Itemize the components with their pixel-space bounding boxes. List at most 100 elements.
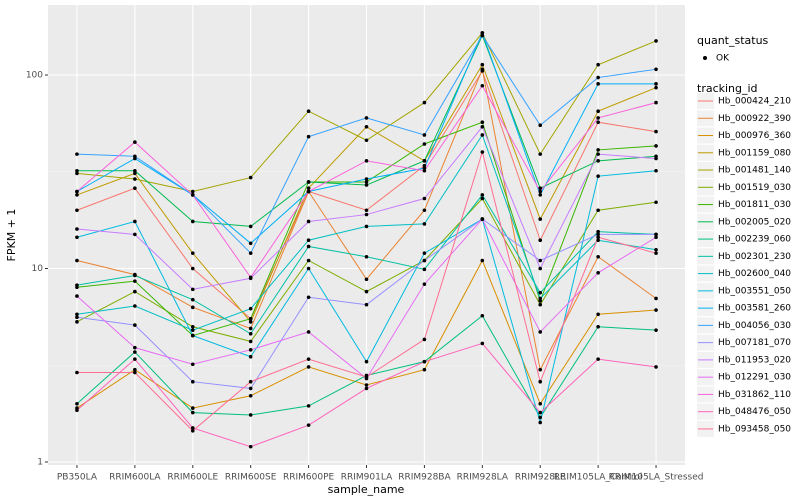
data-point — [75, 312, 79, 317]
data-point — [654, 235, 658, 240]
data-point — [75, 171, 79, 176]
data-point — [480, 124, 485, 129]
legend-label: Hb_001519_030 — [718, 183, 791, 193]
data-point — [538, 217, 543, 221]
data-point — [596, 312, 600, 317]
data-point — [75, 315, 79, 320]
data-point — [364, 386, 369, 391]
data-point — [190, 189, 195, 194]
legend-label: Hb_001811_030 — [718, 200, 791, 210]
data-point — [654, 365, 658, 369]
data-point — [422, 267, 427, 272]
data-point — [248, 413, 253, 417]
data-point — [190, 426, 195, 430]
data-point — [480, 133, 485, 137]
x-axis-title: sample_name — [328, 483, 405, 496]
data-point — [190, 379, 195, 384]
data-point — [538, 296, 543, 301]
x-tick-label: RRIM600SE — [225, 473, 277, 483]
legend-label: Hb_004056_030 — [718, 321, 791, 331]
data-point — [133, 367, 137, 372]
data-point — [133, 370, 137, 375]
data-point — [190, 266, 195, 271]
data-point — [306, 404, 311, 408]
data-point — [133, 154, 137, 159]
legend-title: tracking_id — [697, 82, 758, 95]
data-point — [480, 62, 485, 67]
data-point — [596, 148, 600, 152]
data-point — [364, 208, 369, 213]
data-point — [422, 166, 427, 170]
data-point — [248, 275, 253, 280]
data-point — [133, 350, 137, 354]
data-point — [133, 304, 137, 308]
data-point — [480, 120, 485, 125]
data-point — [75, 408, 79, 413]
data-point — [596, 174, 600, 178]
data-point — [364, 224, 369, 229]
data-point — [538, 123, 543, 128]
data-point — [364, 177, 369, 181]
data-point — [422, 163, 427, 168]
data-point — [422, 196, 427, 201]
data-point — [538, 186, 543, 191]
data-point — [248, 379, 253, 384]
data-point — [538, 266, 543, 271]
data-point — [654, 82, 658, 86]
data-point — [596, 271, 600, 275]
data-point — [538, 330, 543, 334]
data-point — [422, 133, 427, 137]
data-point — [75, 294, 79, 298]
data-point — [133, 232, 137, 237]
data-point — [654, 156, 658, 161]
legend-label: Hb_003581_260 — [718, 304, 791, 314]
data-point — [248, 386, 253, 391]
data-point — [248, 175, 253, 180]
data-point — [596, 324, 600, 329]
legend-title: quant_status — [697, 34, 769, 47]
legend-label: Hb_093458_050 — [718, 424, 791, 434]
data-point — [190, 410, 195, 415]
data-point — [596, 159, 600, 163]
data-point — [480, 150, 485, 154]
data-point — [190, 333, 195, 338]
data-point — [306, 189, 311, 194]
legend-label: Hb_031862_110 — [718, 390, 791, 400]
data-point — [422, 359, 427, 364]
data-point — [422, 367, 427, 372]
data-point — [538, 410, 543, 415]
data-point — [190, 251, 195, 255]
data-point — [190, 428, 195, 433]
data-point — [480, 67, 485, 72]
data-point — [75, 401, 79, 406]
legend-label: Hb_000424_210 — [718, 97, 791, 107]
legend-label: Hb_012291_030 — [718, 373, 791, 383]
data-point — [654, 67, 658, 72]
legend-label: Hb_048476_050 — [718, 407, 791, 417]
data-point — [248, 348, 253, 352]
data-point — [306, 295, 311, 300]
data-point — [248, 306, 253, 311]
legend-label: Hb_001159_080 — [718, 148, 791, 158]
y-axis-title: FPKM + 1 — [5, 209, 18, 262]
data-point — [654, 251, 658, 255]
data-point — [538, 415, 543, 420]
data-point — [133, 279, 137, 283]
data-point — [306, 365, 311, 369]
data-point — [248, 320, 253, 324]
data-point — [190, 219, 195, 224]
data-point — [190, 287, 195, 292]
data-point — [480, 31, 485, 35]
legend-label: Hb_002005_020 — [718, 217, 791, 227]
data-point — [596, 357, 600, 361]
data-point — [596, 232, 600, 237]
data-point — [75, 152, 79, 156]
data-point — [538, 290, 543, 295]
data-point — [306, 258, 311, 263]
data-point — [654, 168, 658, 173]
data-point — [538, 379, 543, 384]
data-point — [364, 383, 369, 387]
legend-label: Hb_000922_390 — [718, 114, 791, 124]
data-point — [654, 200, 658, 205]
data-point — [538, 420, 543, 425]
